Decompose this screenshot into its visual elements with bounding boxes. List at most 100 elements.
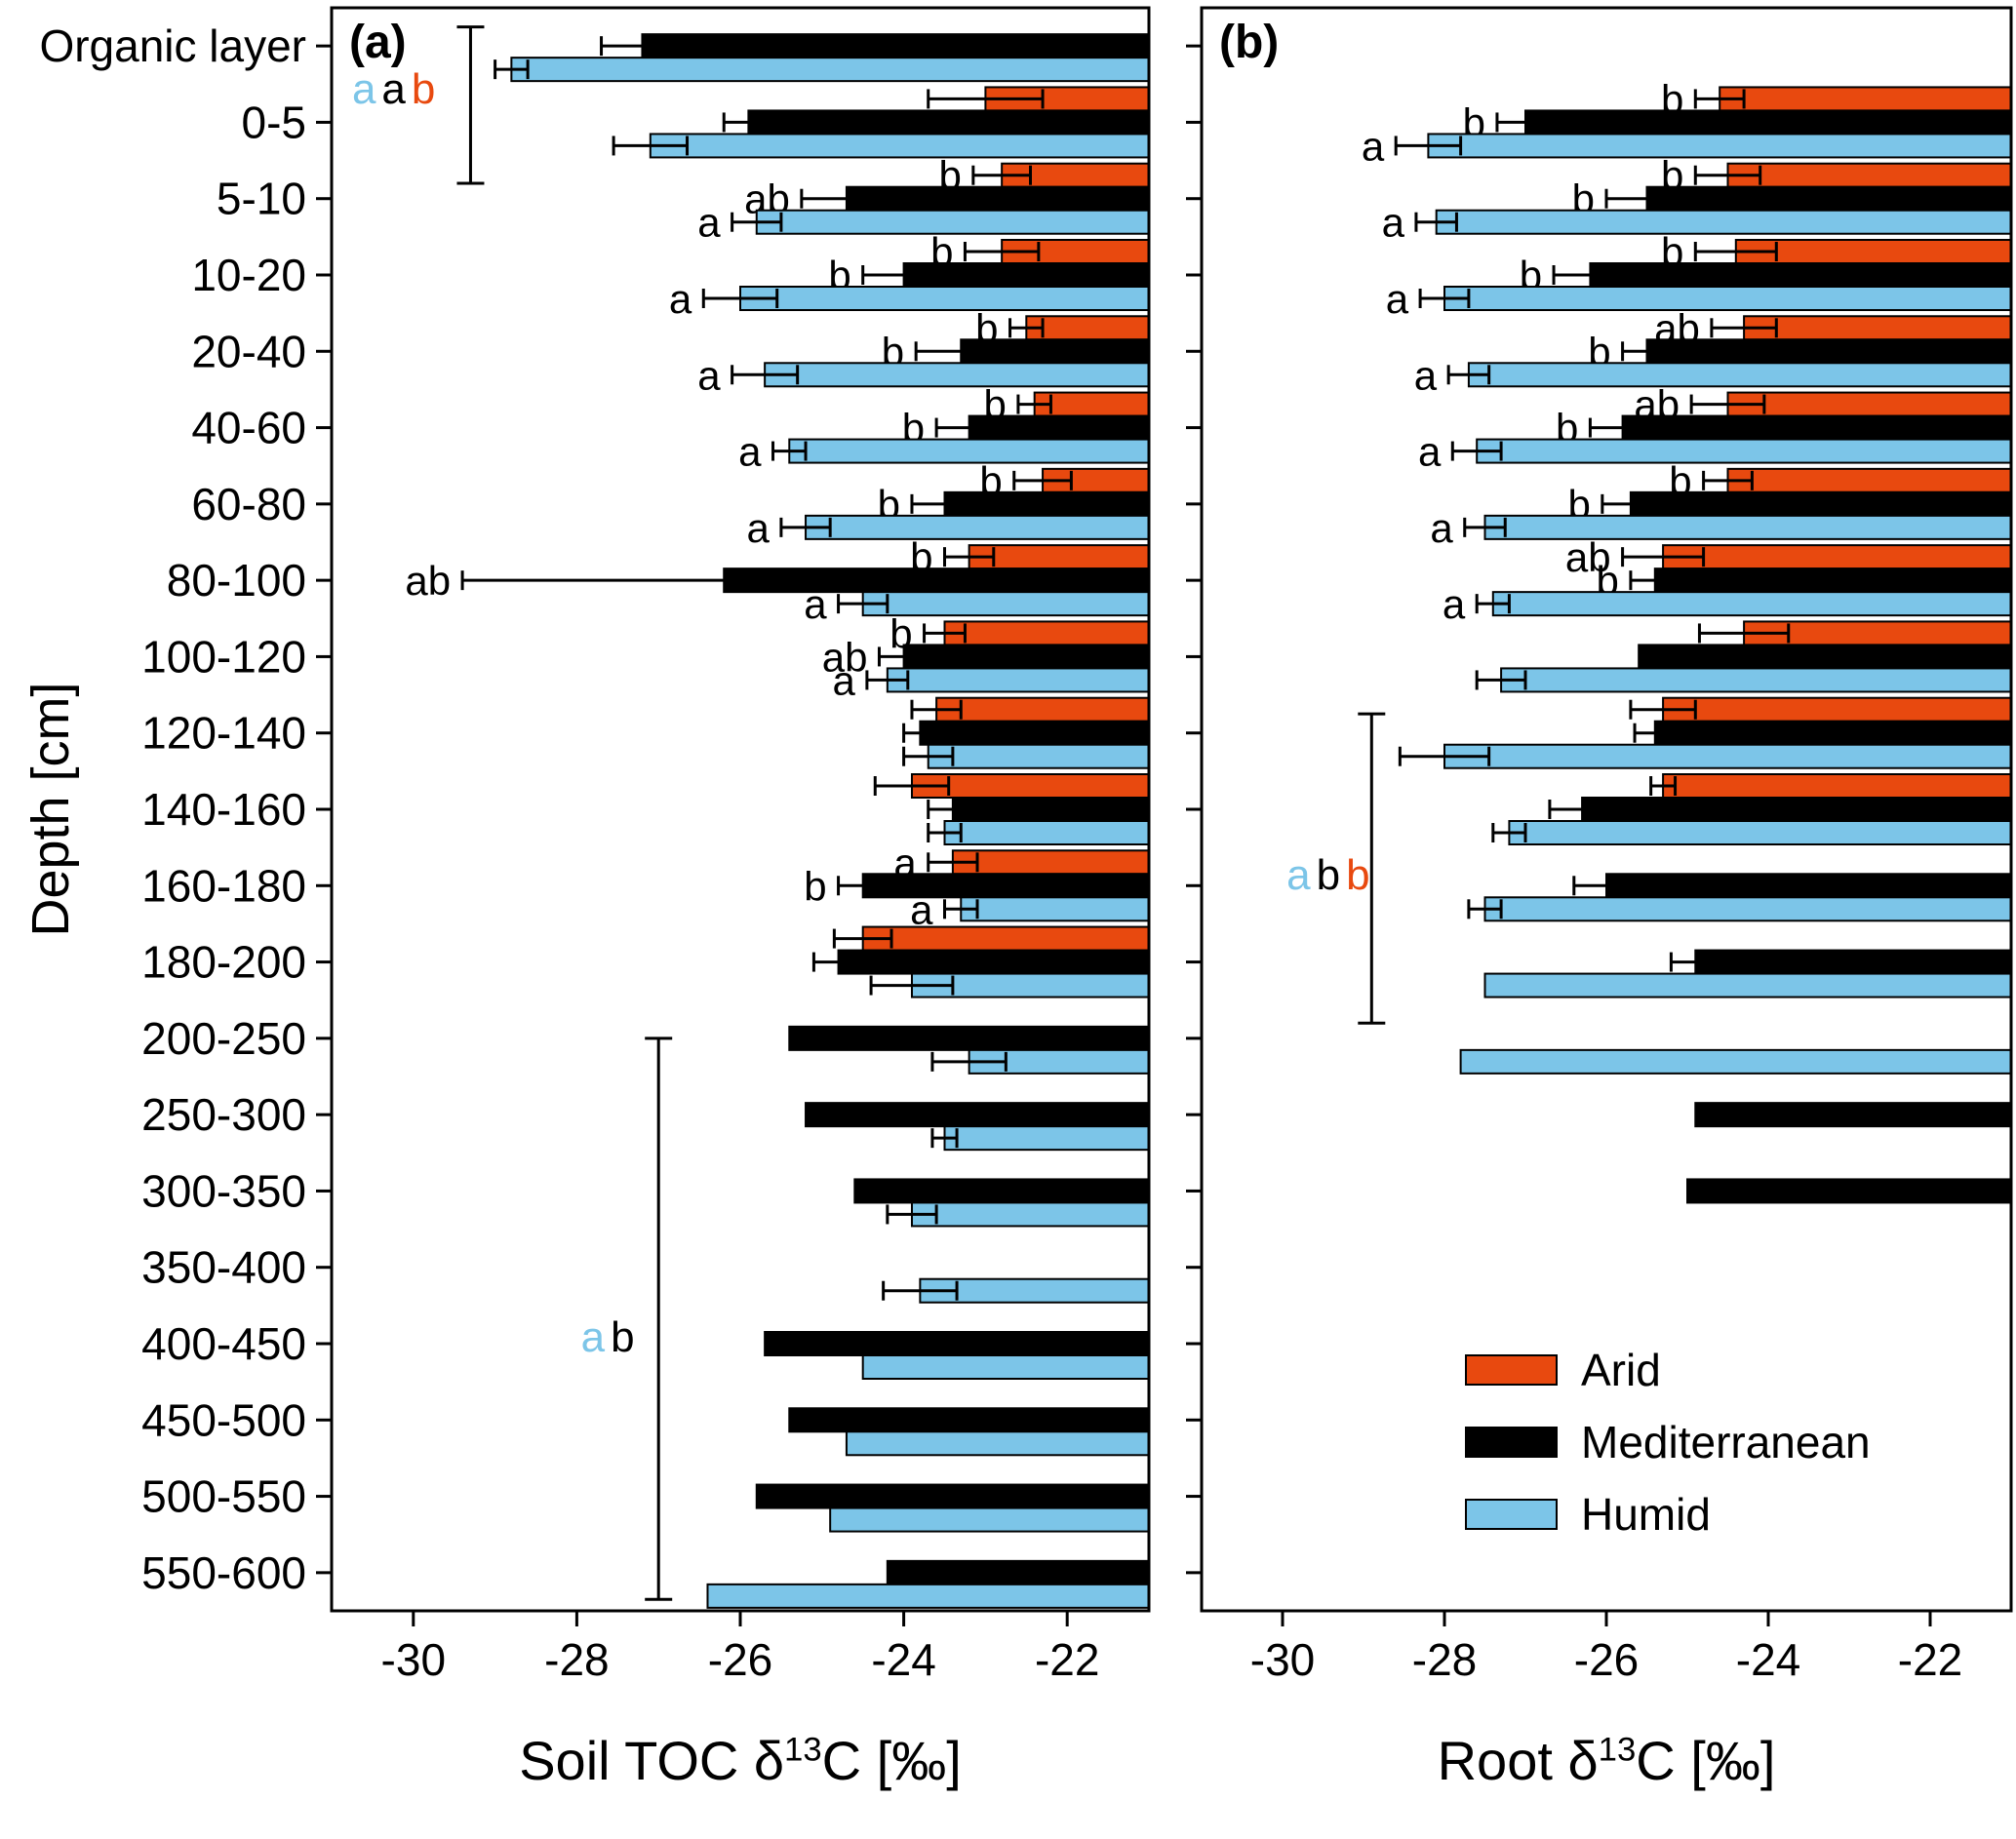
significance-letter: a bbox=[747, 505, 771, 551]
bar-humid bbox=[805, 514, 1150, 540]
significance-letter: b bbox=[804, 863, 826, 909]
significance-letter: a bbox=[697, 200, 721, 246]
bar-mediterranean bbox=[1621, 414, 2012, 441]
bar-humid bbox=[1483, 896, 2012, 922]
bar-mediterranean bbox=[747, 109, 1150, 136]
significance-letter: a bbox=[738, 429, 762, 475]
bar-mediterranean bbox=[1645, 338, 2012, 365]
bar-humid bbox=[943, 1125, 1150, 1152]
x-axis-title-b: Root δ13C [‰] bbox=[1438, 1733, 1776, 1788]
bar-mediterranean bbox=[1638, 644, 2012, 670]
bar-arid bbox=[1662, 544, 2012, 570]
bar-humid bbox=[886, 667, 1151, 693]
bar-mediterranean bbox=[861, 873, 1150, 899]
legend-item-mediterranean: Mediterranean bbox=[1465, 1420, 1871, 1465]
bar-mediterranean bbox=[788, 1025, 1151, 1051]
bar-arid bbox=[1726, 391, 2012, 417]
bar-humid bbox=[1491, 591, 2013, 617]
bar-mediterranean bbox=[1605, 873, 2012, 899]
bar-mediterranean bbox=[641, 33, 1150, 59]
significance-letter: a bbox=[669, 276, 692, 322]
bar-humid bbox=[755, 209, 1150, 235]
significance-letter: a bbox=[1386, 276, 1409, 322]
bar-humid bbox=[910, 1201, 1150, 1228]
y-category-label: 140-160 bbox=[141, 784, 306, 835]
bar-arid bbox=[861, 925, 1150, 952]
x-tick-label: -30 bbox=[381, 1634, 446, 1685]
bar-humid bbox=[861, 591, 1150, 617]
legend-label-humid: Humid bbox=[1581, 1489, 1711, 1540]
bar-humid bbox=[739, 286, 1150, 311]
bracket-letter: b bbox=[412, 65, 435, 113]
bracket-letter: b bbox=[611, 1313, 634, 1361]
bar-humid bbox=[510, 57, 1150, 83]
x-tick-label: -26 bbox=[1574, 1634, 1639, 1685]
bar-mediterranean bbox=[755, 1483, 1150, 1509]
significance-letter: a bbox=[1362, 123, 1385, 169]
significance-letter: a bbox=[833, 657, 856, 703]
bar-humid bbox=[1435, 209, 2012, 235]
x-axis-title-b-prefix: Root δ bbox=[1437, 1730, 1599, 1791]
significance-letter: a bbox=[910, 886, 933, 932]
bar-mediterranean bbox=[919, 720, 1150, 746]
bar-humid bbox=[706, 1583, 1150, 1609]
bar-humid bbox=[927, 743, 1150, 769]
significance-letter: a bbox=[697, 352, 721, 398]
bar-arid bbox=[1719, 86, 2012, 112]
x-tick-label: -24 bbox=[1736, 1634, 1800, 1685]
bracket-letter: b bbox=[1346, 851, 1369, 899]
legend: Arid Mediterranean Humid bbox=[1465, 1348, 1871, 1537]
bar-mediterranean bbox=[902, 644, 1150, 670]
bar-mediterranean bbox=[1645, 185, 2012, 212]
legend-swatch-arid bbox=[1465, 1354, 1558, 1386]
y-category-label: 0-5 bbox=[242, 97, 306, 147]
bar-humid bbox=[764, 362, 1150, 388]
y-category-label: 350-400 bbox=[141, 1242, 306, 1293]
bar-humid bbox=[1500, 667, 2012, 693]
significance-letter: a bbox=[1382, 200, 1405, 246]
bar-arid bbox=[1726, 162, 2012, 188]
bar-arid bbox=[1726, 467, 2012, 493]
y-category-label: 180-200 bbox=[141, 937, 306, 988]
legend-item-arid: Arid bbox=[1465, 1348, 1871, 1392]
x-tick-label: -28 bbox=[544, 1634, 609, 1685]
bar-arid bbox=[1662, 696, 2012, 723]
bar-humid bbox=[845, 1430, 1150, 1457]
x-axis-title-a-sup: 13 bbox=[784, 1731, 822, 1769]
y-category-label: 300-350 bbox=[141, 1165, 306, 1216]
y-category-label: 500-550 bbox=[141, 1471, 306, 1522]
x-tick-label: -30 bbox=[1250, 1634, 1315, 1685]
bar-arid bbox=[935, 696, 1150, 723]
bar-humid bbox=[788, 438, 1151, 464]
bar-humid bbox=[1427, 133, 2012, 159]
x-tick-label: -22 bbox=[1035, 1634, 1099, 1685]
bar-mediterranean bbox=[837, 949, 1150, 975]
bar-humid bbox=[1476, 438, 2012, 464]
x-tick-label: -24 bbox=[871, 1634, 935, 1685]
y-category-label: Organic layer bbox=[39, 20, 306, 71]
significance-letter: ab bbox=[405, 558, 451, 604]
legend-swatch-mediterranean bbox=[1465, 1427, 1558, 1458]
y-category-label: 60-80 bbox=[191, 479, 306, 529]
bar-arid bbox=[951, 849, 1150, 876]
bar-mediterranean bbox=[886, 1559, 1151, 1585]
significance-letter: ab bbox=[1565, 534, 1611, 580]
y-category-label: 5-10 bbox=[217, 174, 306, 224]
bar-humid bbox=[1467, 362, 2012, 388]
bracket-letter: a bbox=[381, 65, 406, 113]
bar-mediterranean bbox=[1694, 949, 2013, 975]
bar-mediterranean bbox=[853, 1178, 1150, 1204]
significance-letter: a bbox=[804, 581, 827, 627]
bracket-letter: a bbox=[352, 65, 376, 113]
bar-mediterranean bbox=[1686, 1178, 2012, 1204]
bar-arid bbox=[1743, 315, 2012, 341]
bar-mediterranean bbox=[1653, 720, 2013, 746]
bar-humid bbox=[1483, 972, 2012, 998]
bar-mediterranean bbox=[1694, 1102, 2013, 1128]
y-category-label: 20-40 bbox=[191, 326, 306, 376]
panel-border-b bbox=[1200, 6, 2013, 1613]
significance-letter: ab bbox=[822, 634, 868, 680]
x-tick-label: -26 bbox=[708, 1634, 772, 1685]
